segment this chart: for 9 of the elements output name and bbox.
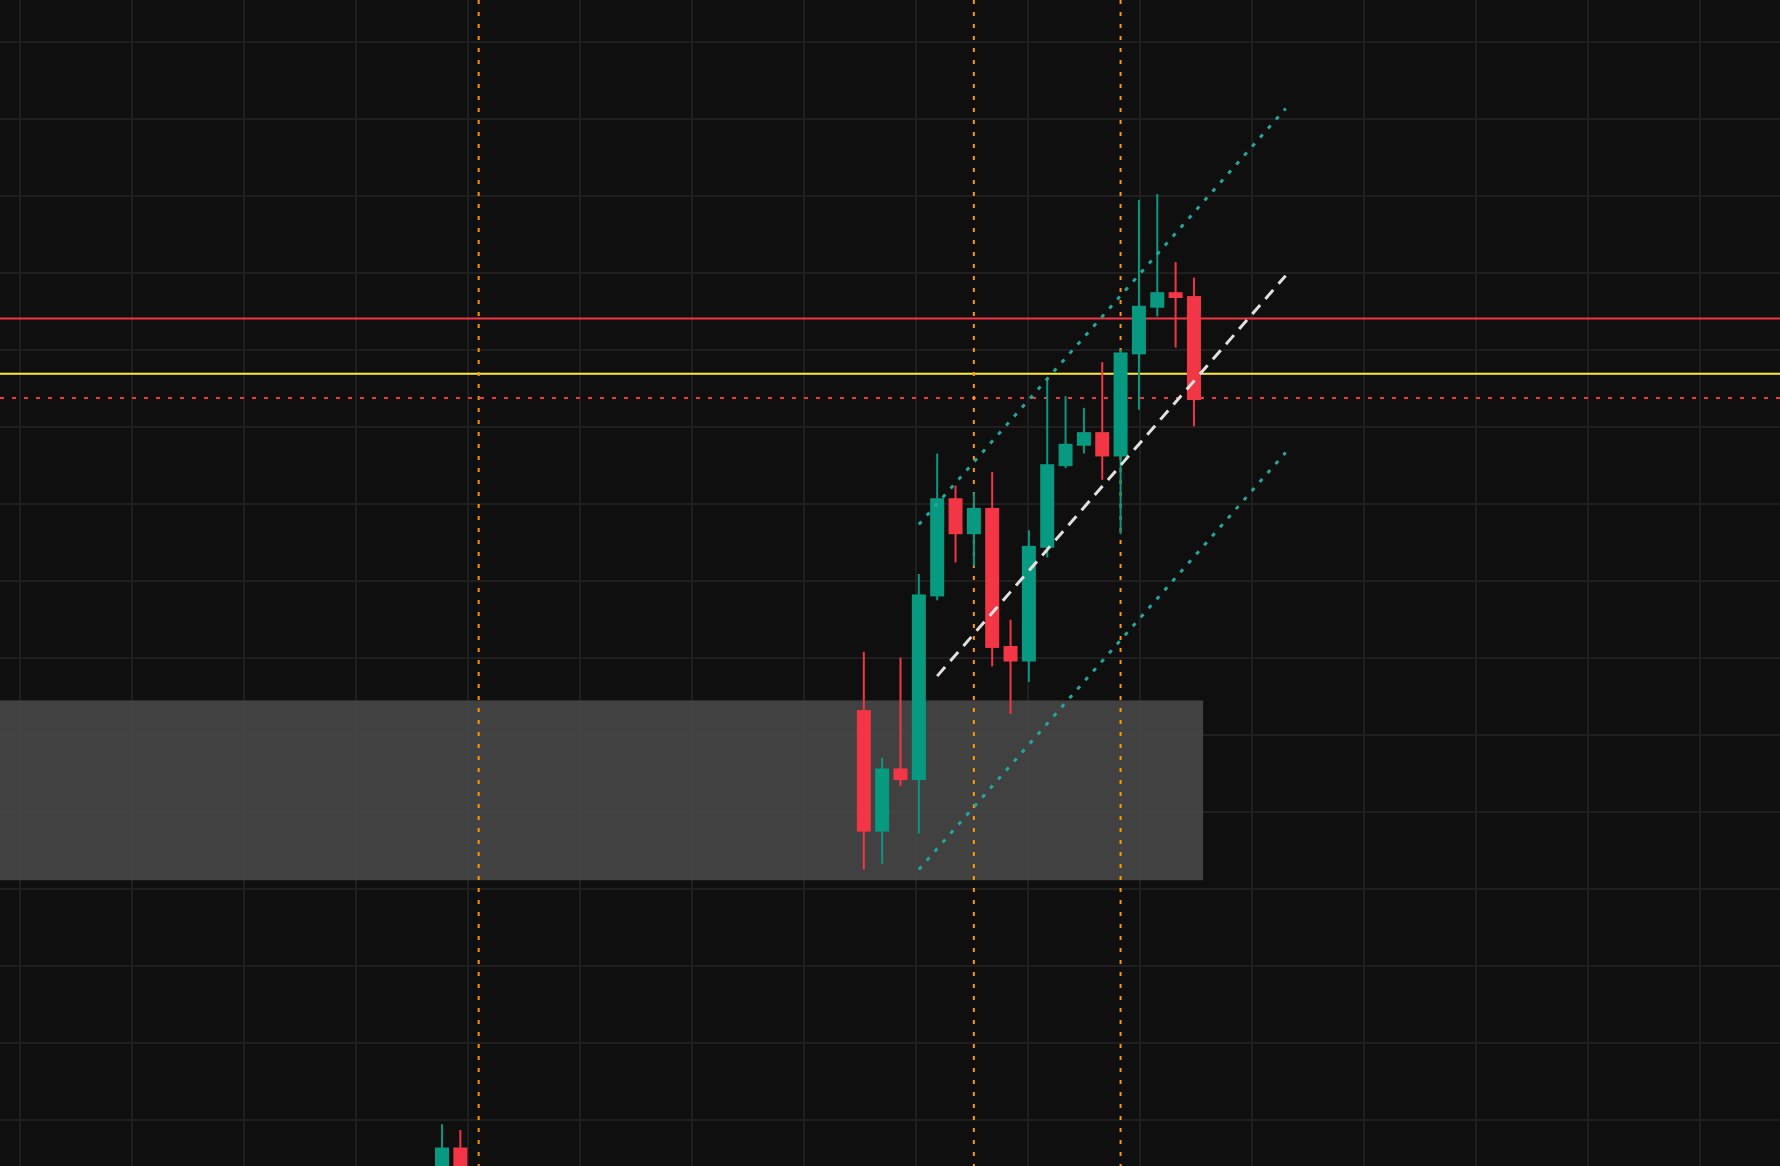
candlestick: [435, 1123, 449, 1166]
candlestick: [893, 656, 908, 787]
candlestick: [1058, 395, 1073, 470]
candlestick: [1076, 406, 1091, 455]
candlestick: [948, 484, 963, 564]
candlestick: [453, 1129, 468, 1166]
candlestick: [1003, 618, 1018, 716]
candlestick: [1150, 193, 1165, 318]
candlestick: [966, 491, 981, 568]
